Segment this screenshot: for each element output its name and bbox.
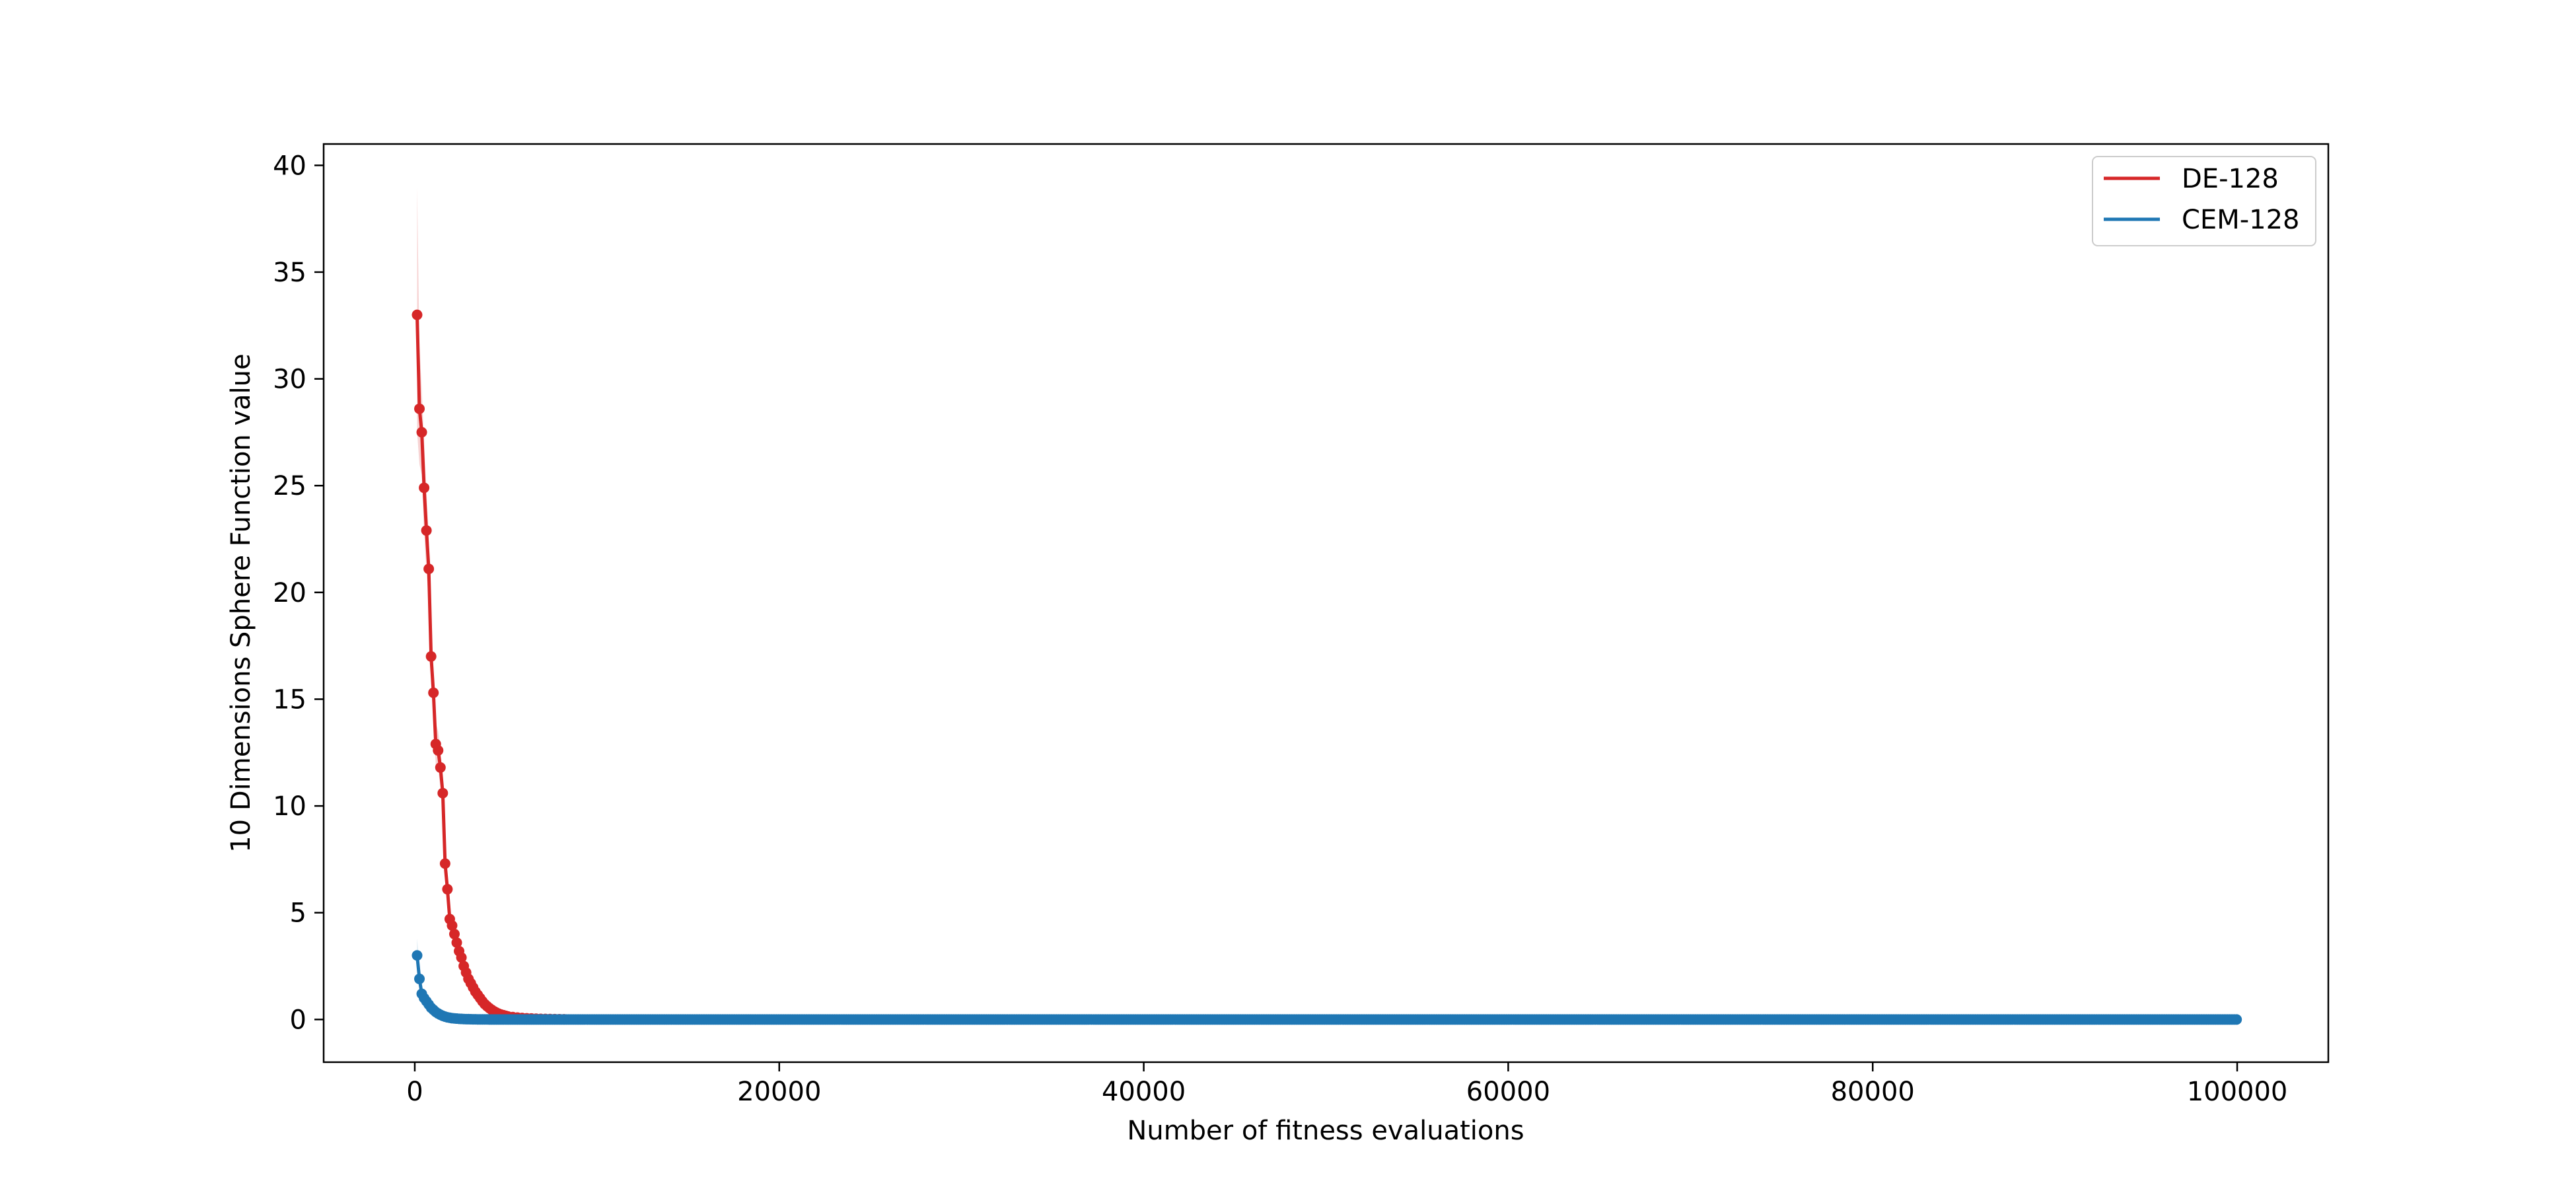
point-de-128: [428, 687, 439, 698]
y-tick-label: 20: [273, 578, 306, 608]
y-tick-label: 5: [290, 898, 306, 929]
y-tick-label: 25: [273, 471, 306, 501]
y-tick-label: 15: [273, 684, 306, 715]
point-de-128: [414, 403, 425, 414]
point-de-128: [419, 482, 430, 493]
point-de-128: [433, 745, 444, 756]
point-de-128: [416, 427, 427, 438]
point-cem-128: [2231, 1014, 2242, 1025]
legend-label-de-128: DE-128: [2182, 164, 2279, 194]
y-axis-label: 10 Dimensions Sphere Function value: [226, 353, 256, 853]
point-de-128: [435, 762, 446, 773]
plot-area: [324, 144, 2328, 1062]
x-tick-label: 40000: [1102, 1077, 1186, 1107]
x-tick-label: 60000: [1466, 1077, 1550, 1107]
legend-label-cem-128: CEM-128: [2182, 205, 2300, 235]
point-de-128: [442, 884, 453, 895]
point-cem-128: [414, 973, 425, 984]
x-tick-label: 20000: [737, 1077, 821, 1107]
y-tick-label: 35: [273, 258, 306, 288]
markers-layer: [411, 309, 2242, 1025]
point-de-128: [451, 937, 462, 948]
point-de-128: [456, 952, 467, 963]
y-tick-label: 0: [290, 1005, 306, 1035]
y-tick-label: 30: [273, 365, 306, 395]
x-tick-label: 0: [406, 1077, 423, 1107]
y-tick-label: 10: [273, 791, 306, 822]
plot-frame: [322, 143, 2330, 1063]
point-de-128: [425, 651, 437, 662]
point-de-128: [423, 563, 435, 575]
point-de-128: [411, 309, 423, 320]
point-de-128: [448, 929, 460, 940]
x-tick-label: 100000: [2187, 1077, 2288, 1107]
y-axis-ticks: 0 5 10 15 20 25 30 35 40: [273, 151, 324, 1035]
point-cem-128: [411, 950, 423, 961]
point-de-128: [447, 920, 458, 931]
point-de-128: [439, 858, 450, 869]
legend: DE-128 CEM-128: [2092, 156, 2316, 246]
x-tick-label: 80000: [1831, 1077, 1915, 1107]
point-de-128: [421, 525, 432, 536]
x-axis-label: Number of fitness evaluations: [1127, 1116, 1524, 1146]
x-axis-ticks: 0 20000 40000 60000 80000 100000: [406, 1062, 2287, 1107]
markers-cem-128: [411, 950, 2242, 1025]
y-tick-label: 40: [273, 151, 306, 181]
point-de-128: [437, 787, 448, 799]
